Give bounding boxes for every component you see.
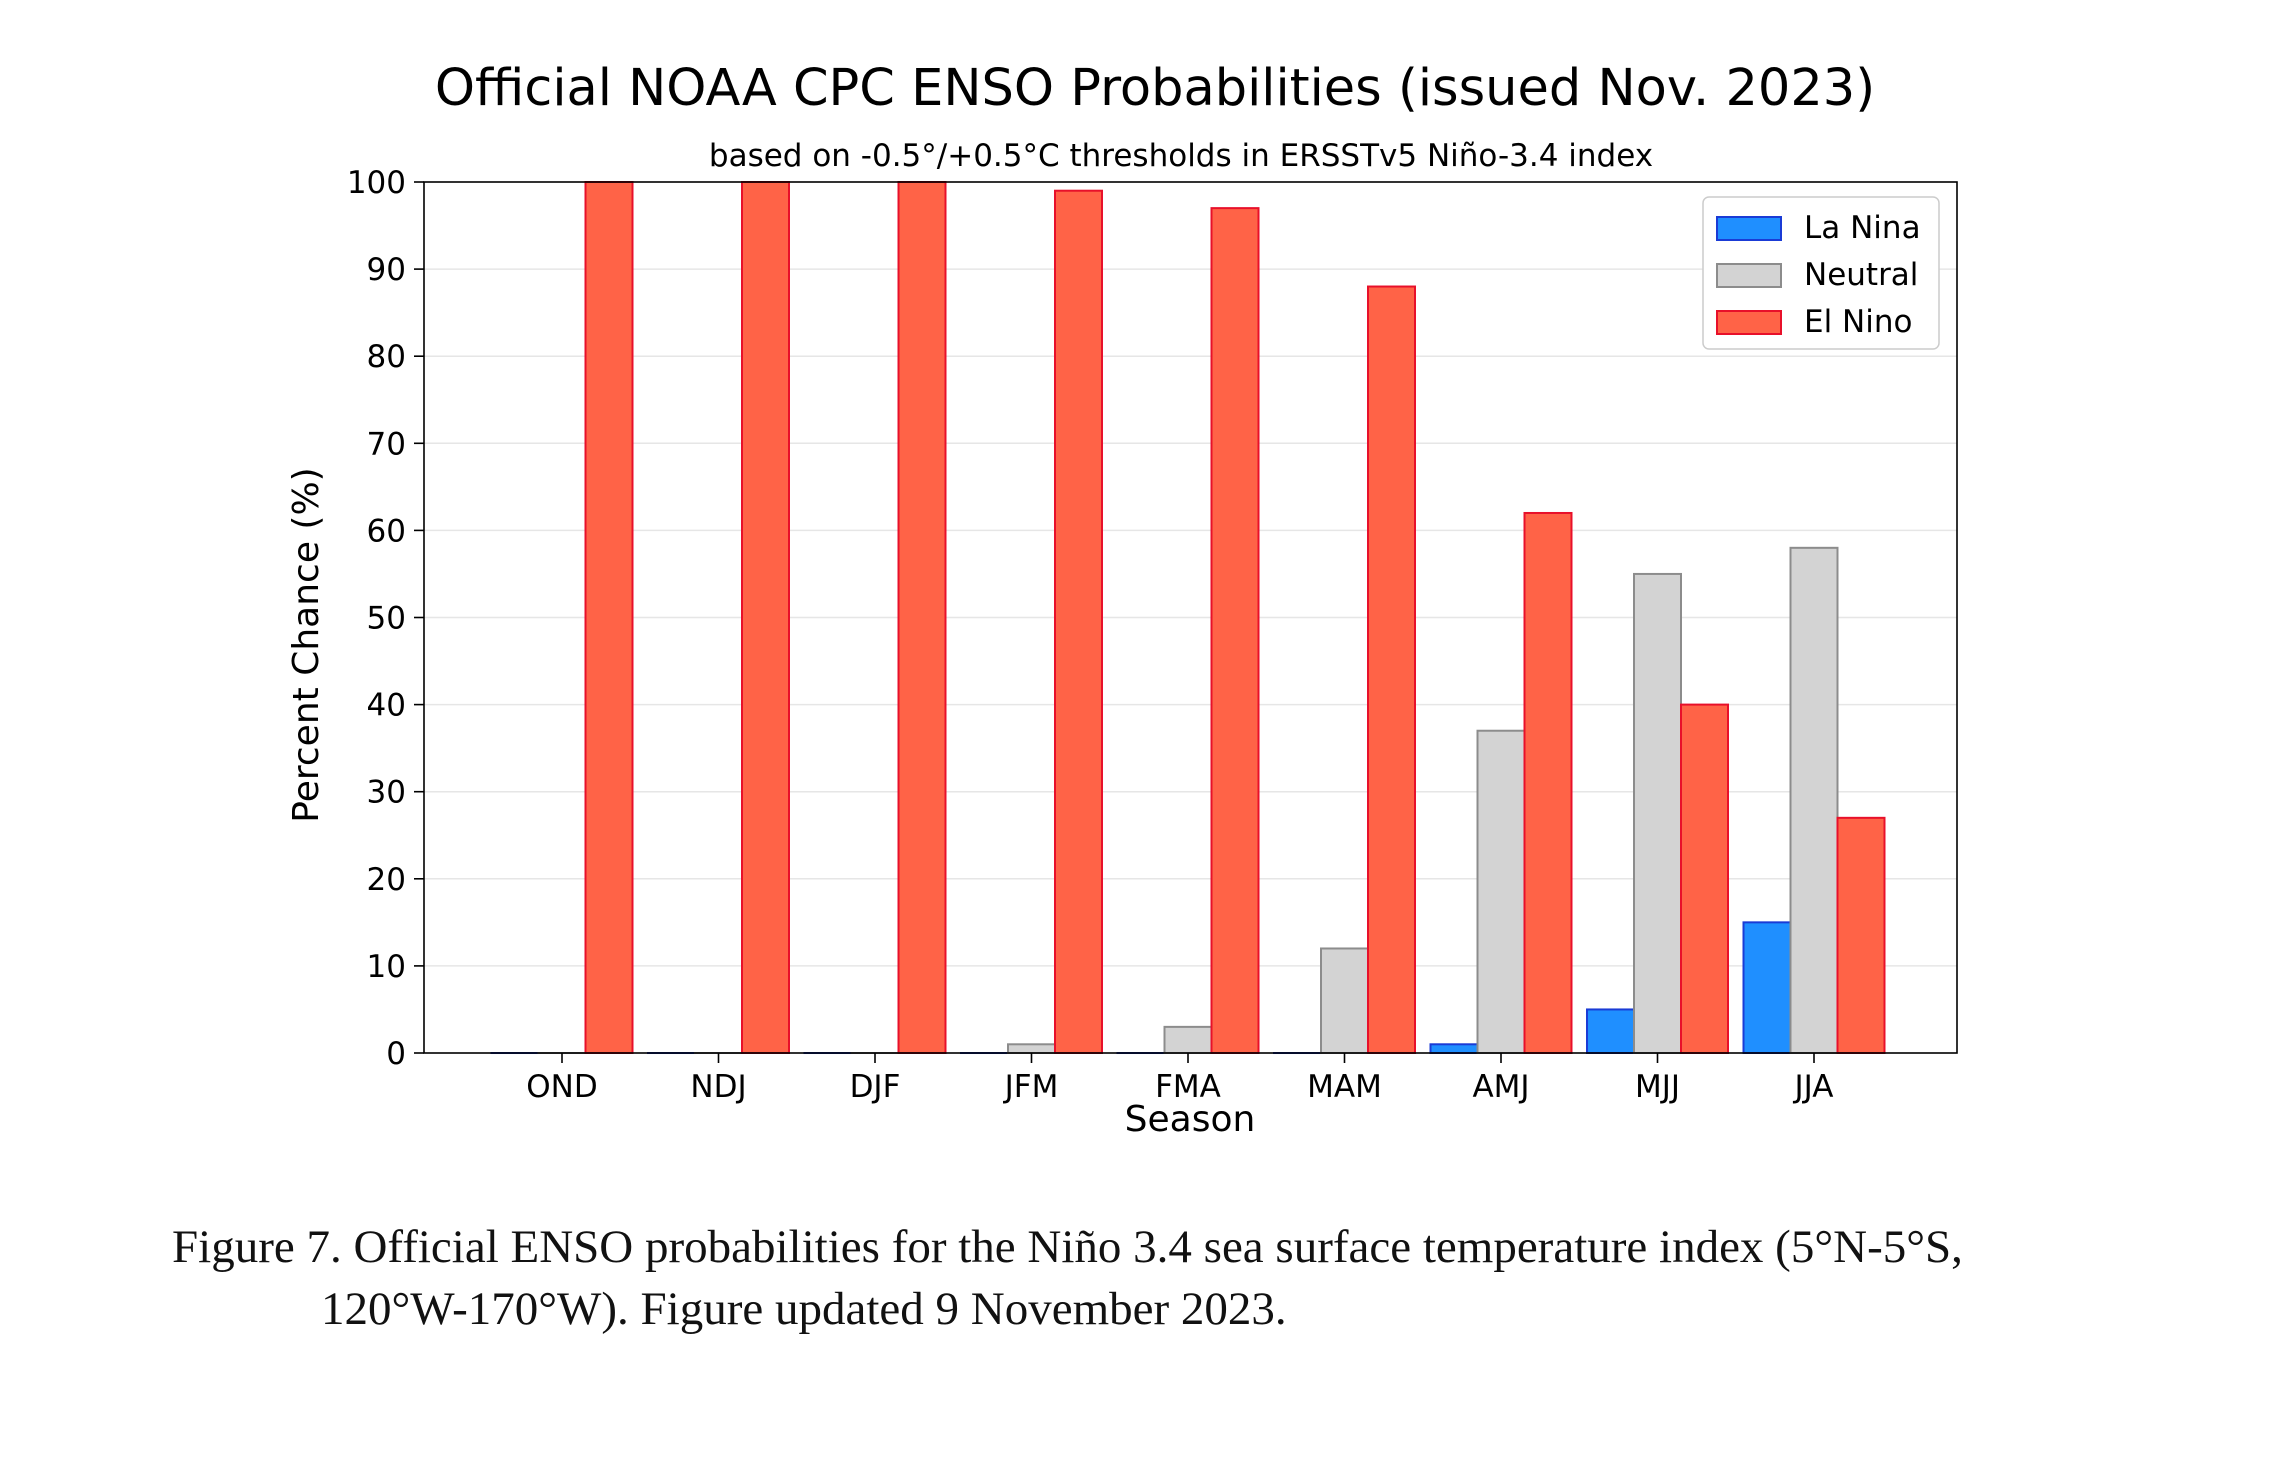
x-tick-label: NDJ	[690, 1069, 746, 1105]
bar-el-nino-ond	[584, 181, 634, 1054]
bar-el-nino-ndj	[741, 181, 790, 1054]
bar-el-nino-jja	[1836, 816, 1886, 1055]
bar-el-nino-mam	[1367, 285, 1416, 1054]
caption-line-2: 120°W-170°W). Figure updated 9 November …	[321, 1283, 1287, 1335]
y-tick-label: 70	[367, 426, 406, 462]
y-tick-label: 60	[367, 513, 406, 549]
chart-title: Official NOAA CPC ENSO Probabilities (is…	[435, 59, 1875, 118]
legend-swatch-el-nino	[1716, 310, 1782, 335]
y-tick-label: 90	[367, 252, 406, 288]
legend-swatch-la-nina	[1716, 216, 1782, 241]
bar-la-nina-amj	[1429, 1043, 1479, 1055]
y-tick-label: 10	[367, 949, 406, 985]
bar-neutral-jfm	[1007, 1043, 1056, 1055]
bar-la-nina-mjj	[1586, 1008, 1635, 1055]
y-tick-label: 30	[367, 775, 406, 811]
x-tick-label: AMJ	[1472, 1069, 1529, 1105]
legend: La Nina Neutral El Nino	[1702, 196, 1940, 350]
chart-subtitle: based on -0.5°/+0.5°C thresholds in ERSS…	[709, 138, 1653, 174]
bar-el-nino-djf	[897, 181, 947, 1054]
figure-caption: Figure 7. Official ENSO probabilities fo…	[172, 1216, 2172, 1340]
x-tick-label: JJA	[1793, 1069, 1834, 1105]
x-tick-label: MJJ	[1635, 1069, 1680, 1105]
legend-label: Neutral	[1804, 257, 1918, 293]
bar-neutral-mjj	[1633, 572, 1682, 1054]
legend-label: La Nina	[1804, 210, 1921, 246]
x-axis-label: Season	[1125, 1099, 1256, 1140]
x-tick-label: DJF	[850, 1069, 901, 1105]
y-tick-label: 40	[367, 688, 406, 724]
x-tick-label: OND	[526, 1069, 597, 1105]
y-tick-label: 0	[386, 1036, 406, 1072]
bar-el-nino-fma	[1210, 207, 1260, 1054]
bar-neutral-fma	[1163, 1025, 1213, 1054]
y-tick-label: 100	[347, 165, 406, 201]
legend-swatch-neutral	[1716, 263, 1782, 288]
bar-neutral-amj	[1476, 729, 1526, 1054]
y-tick-label: 80	[367, 339, 406, 375]
bar-neutral-jja	[1789, 546, 1839, 1054]
bar-neutral-mam	[1320, 947, 1369, 1054]
y-axis-ticks: 0 10 20 30 40 50 60 70 80 90 100	[347, 165, 424, 1072]
legend-label: El Nino	[1804, 304, 1912, 340]
caption-line-1: Figure 7. Official ENSO probabilities fo…	[172, 1221, 1963, 1273]
bar-el-nino-amj	[1523, 511, 1573, 1054]
x-tick-label: FMA	[1155, 1069, 1221, 1105]
bar-el-nino-jfm	[1054, 189, 1103, 1054]
y-axis-label: Percent Chance (%)	[286, 467, 327, 822]
y-tick-label: 20	[367, 862, 406, 898]
x-axis-ticks: OND NDJ DJF JFM FMA MAM AMJ MJJ JJA	[526, 1053, 1833, 1105]
bar-el-nino-mjj	[1680, 703, 1729, 1054]
x-tick-label: JFM	[1003, 1069, 1059, 1105]
bar-la-nina-jja	[1742, 921, 1792, 1054]
y-tick-label: 50	[367, 601, 406, 637]
x-tick-label: MAM	[1307, 1069, 1382, 1105]
